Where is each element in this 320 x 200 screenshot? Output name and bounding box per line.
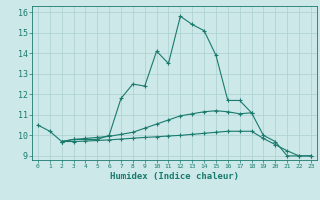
X-axis label: Humidex (Indice chaleur): Humidex (Indice chaleur) — [110, 172, 239, 181]
